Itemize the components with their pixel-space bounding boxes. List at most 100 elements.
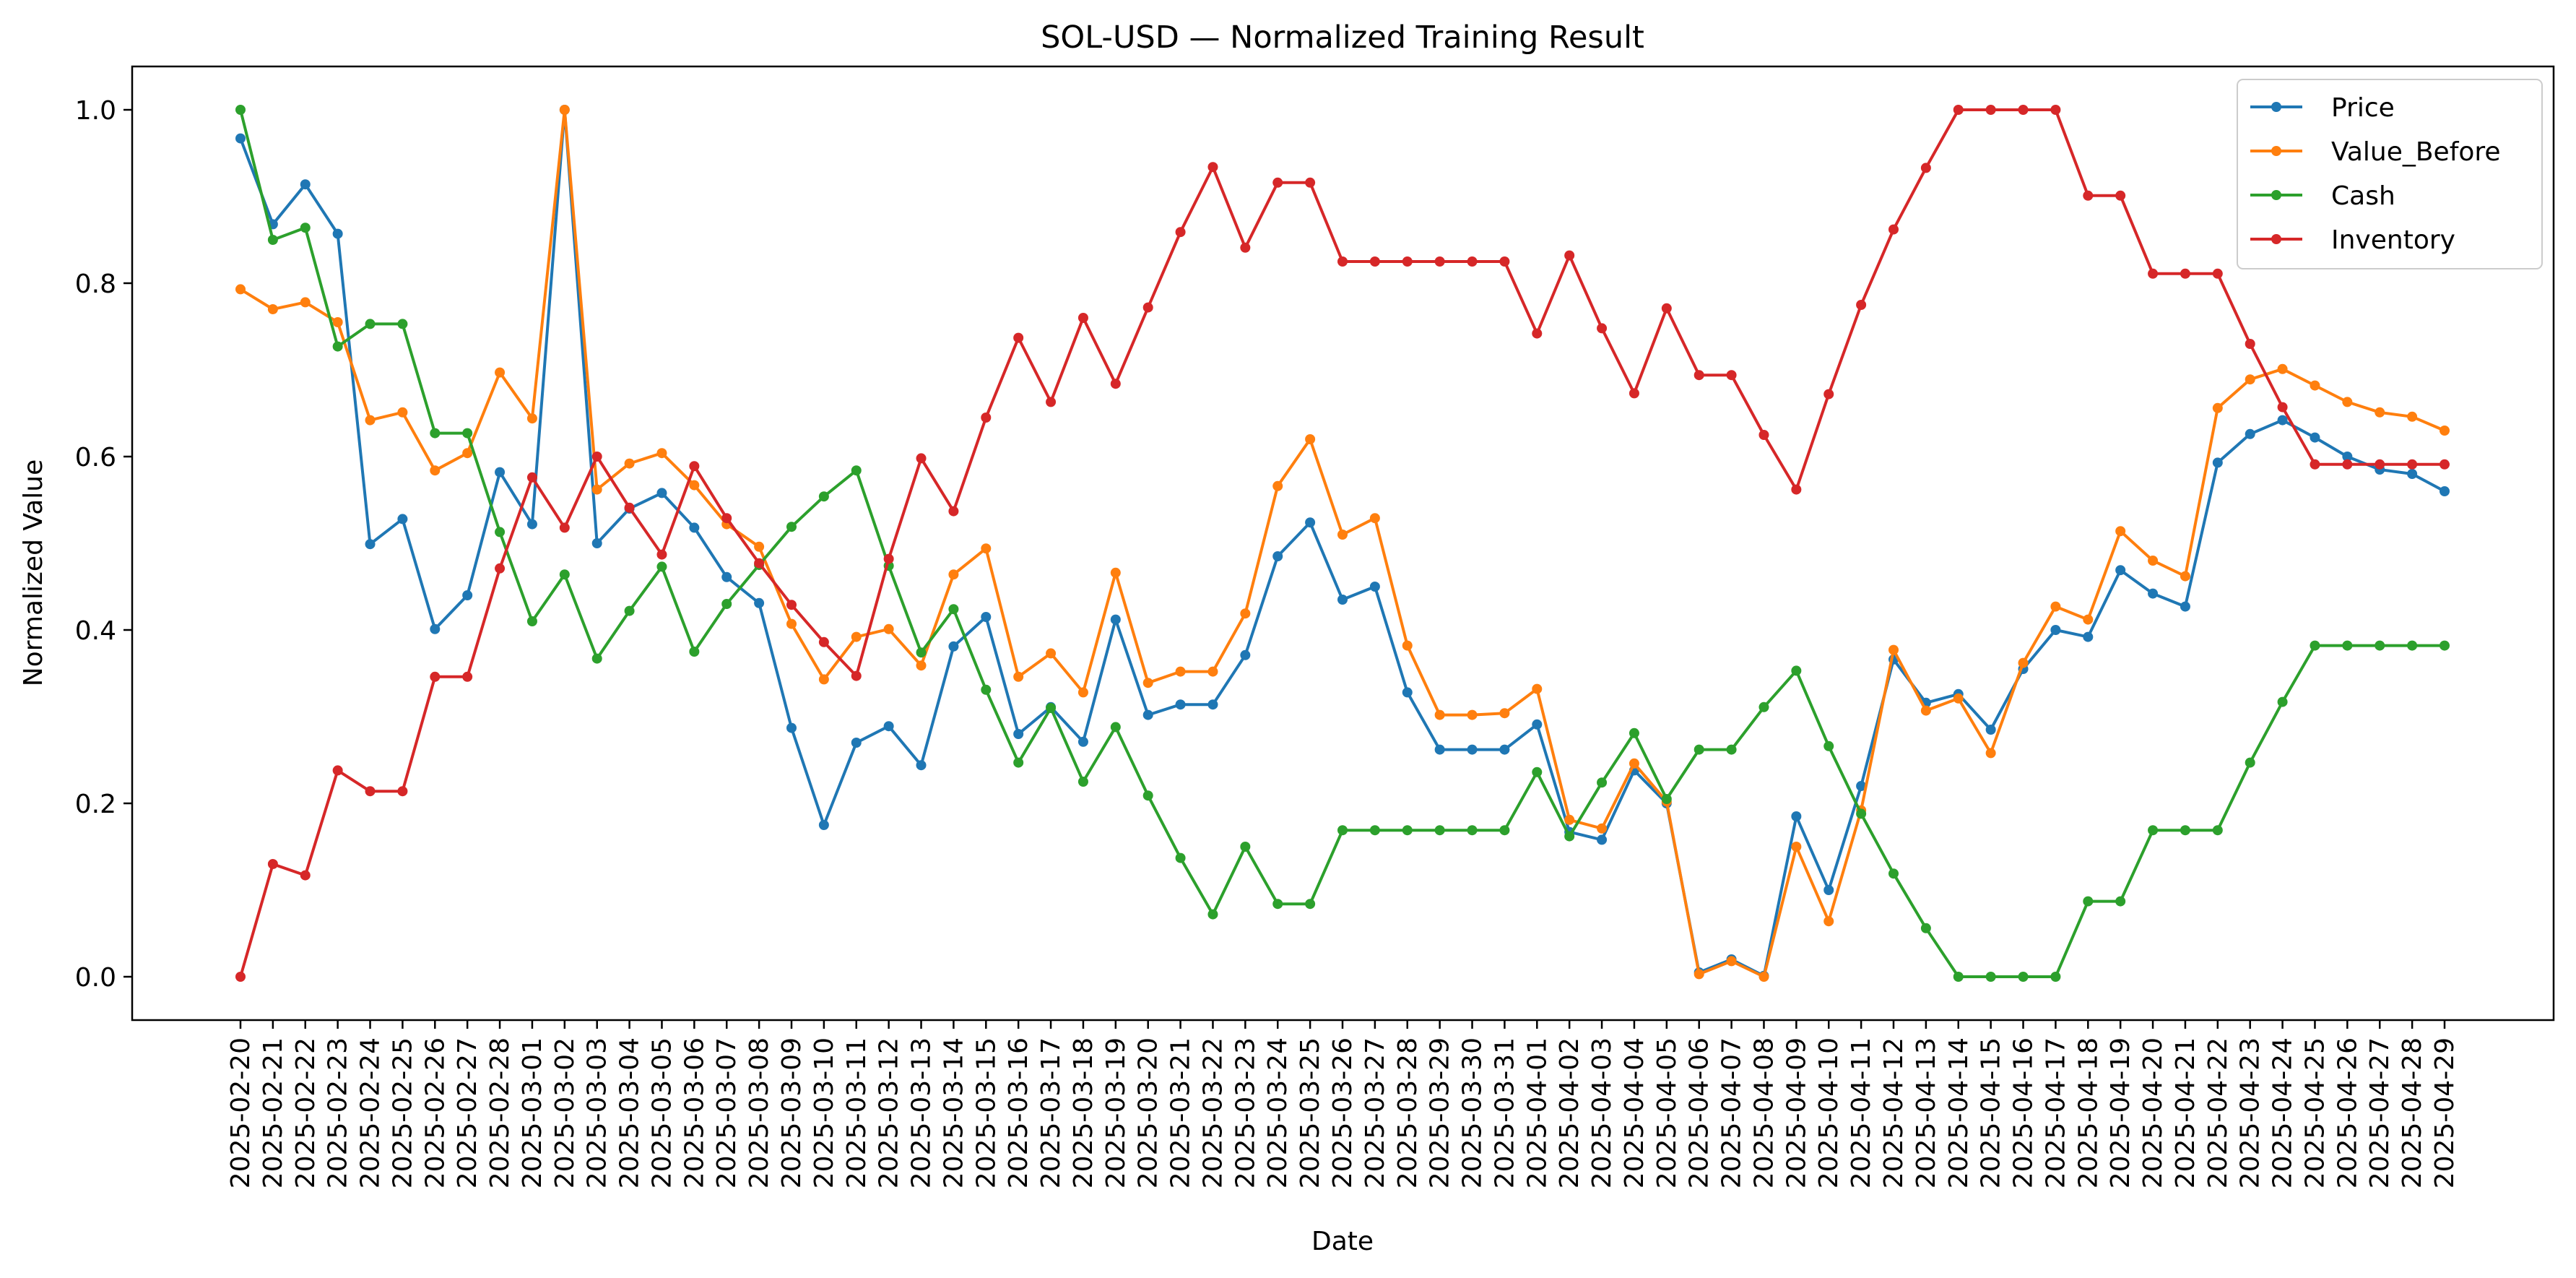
data-point — [818, 491, 829, 502]
data-point — [397, 319, 408, 329]
data-point — [1888, 224, 1899, 235]
x-tick-label: 2025-03-23 — [1231, 1037, 1260, 1188]
data-point — [1305, 899, 1316, 910]
data-point — [1791, 665, 1802, 676]
y-axis-label: Normalized Value — [19, 459, 48, 686]
data-point — [332, 228, 343, 239]
x-tick-label: 2025-03-02 — [550, 1037, 580, 1188]
x-axis: 2025-02-20 2025-02-21 2025-02-22 2025-02-23… — [226, 1020, 2460, 1188]
data-point — [1077, 313, 1088, 323]
data-point — [559, 522, 570, 533]
data-point — [559, 105, 570, 115]
x-tick-label: 2025-02-20 — [226, 1037, 256, 1188]
x-tick-label: 2025-04-02 — [1555, 1037, 1584, 1188]
data-point — [1207, 699, 1218, 710]
data-point — [1142, 678, 1153, 688]
x-tick-label: 2025-03-30 — [1458, 1037, 1488, 1188]
data-point — [721, 599, 732, 609]
data-point — [656, 448, 667, 459]
data-point — [1402, 825, 1413, 836]
data-point — [2212, 268, 2223, 279]
data-point — [2245, 374, 2255, 385]
data-point — [2180, 268, 2190, 279]
data-point — [1142, 790, 1153, 801]
data-point — [2310, 459, 2320, 470]
series-cash — [235, 105, 2450, 982]
data-point — [786, 722, 797, 733]
data-point — [981, 413, 992, 423]
data-point — [1402, 687, 1413, 698]
data-point — [1207, 162, 1218, 173]
x-axis-label: Date — [1311, 1227, 1374, 1256]
x-tick-label: 2025-04-21 — [2171, 1037, 2200, 1188]
x-tick-label: 2025-03-22 — [1198, 1037, 1228, 1188]
data-point — [2148, 588, 2159, 599]
data-point — [526, 413, 537, 424]
legend-label: Price — [2331, 93, 2395, 123]
data-point — [1532, 328, 1543, 339]
y-tick-label: 1.0 — [75, 96, 116, 126]
data-point — [624, 458, 635, 469]
legend-label: Inventory — [2331, 225, 2455, 255]
data-point — [2083, 614, 2094, 625]
data-point — [916, 760, 927, 771]
data-point — [1694, 744, 1704, 755]
data-point — [235, 972, 246, 982]
data-point — [818, 636, 829, 647]
data-point — [235, 284, 246, 295]
data-point — [1856, 808, 1867, 819]
data-point — [397, 514, 408, 524]
x-tick-label: 2025-03-20 — [1134, 1037, 1163, 1188]
x-tick-label: 2025-04-06 — [1685, 1037, 1714, 1188]
data-point — [462, 671, 473, 682]
data-point — [851, 465, 862, 476]
x-tick-label: 2025-03-24 — [1263, 1037, 1293, 1188]
data-point — [2050, 972, 2061, 982]
data-point — [2050, 601, 2061, 612]
data-point — [1564, 831, 1575, 842]
data-point — [2180, 825, 2190, 836]
data-point — [656, 561, 667, 572]
data-point — [2440, 486, 2450, 496]
data-point — [1953, 693, 1964, 704]
data-point — [332, 765, 343, 776]
data-point — [883, 721, 894, 732]
data-point — [2342, 459, 2353, 470]
x-tick-label: 2025-03-03 — [583, 1037, 612, 1188]
x-tick-label: 2025-02-28 — [485, 1037, 515, 1188]
x-tick-label: 2025-02-27 — [453, 1037, 482, 1188]
data-point — [1953, 105, 1964, 115]
data-point — [1564, 250, 1575, 261]
data-point — [1240, 649, 1251, 660]
x-tick-label: 2025-03-25 — [1296, 1037, 1325, 1188]
data-point — [2407, 459, 2418, 470]
x-tick-label: 2025-03-18 — [1069, 1037, 1098, 1188]
data-point — [2440, 426, 2450, 436]
data-point — [1272, 177, 1283, 188]
data-point — [2310, 432, 2320, 443]
data-point — [1823, 885, 1834, 895]
series-value-before — [235, 105, 2450, 982]
data-point — [689, 522, 700, 533]
data-point — [1077, 736, 1088, 747]
data-point — [2277, 402, 2288, 413]
x-tick-label: 2025-03-08 — [745, 1037, 774, 1188]
data-point — [1758, 430, 1769, 440]
legend-entry: Inventory — [2250, 225, 2455, 255]
x-tick-label: 2025-04-23 — [2236, 1037, 2265, 1188]
x-tick-label: 2025-02-23 — [324, 1037, 353, 1188]
x-tick-label: 2025-03-15 — [971, 1037, 1001, 1188]
data-point — [1402, 256, 1413, 267]
data-point — [1240, 608, 1251, 619]
data-point — [1337, 530, 1348, 540]
data-point — [1369, 582, 1380, 592]
data-point — [689, 461, 700, 472]
data-point — [267, 859, 278, 869]
data-point — [721, 571, 732, 582]
data-point — [689, 480, 700, 491]
x-tick-label: 2025-04-03 — [1587, 1037, 1617, 1188]
x-tick-label: 2025-03-28 — [1393, 1037, 1423, 1188]
data-point — [235, 105, 246, 115]
data-point — [267, 235, 278, 245]
data-point — [1013, 332, 1024, 343]
